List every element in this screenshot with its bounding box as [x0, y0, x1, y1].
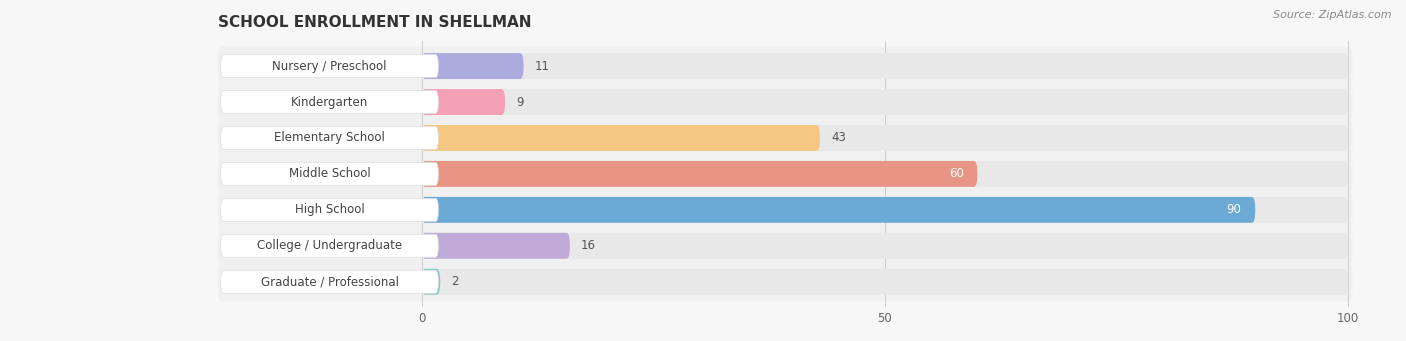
Text: 16: 16	[581, 239, 596, 252]
Text: Source: ZipAtlas.com: Source: ZipAtlas.com	[1274, 10, 1392, 20]
FancyBboxPatch shape	[218, 262, 1353, 301]
FancyBboxPatch shape	[422, 197, 1348, 223]
FancyBboxPatch shape	[218, 47, 1353, 86]
FancyBboxPatch shape	[221, 127, 439, 149]
Text: College / Undergraduate: College / Undergraduate	[257, 239, 402, 252]
FancyBboxPatch shape	[422, 197, 1256, 223]
FancyBboxPatch shape	[218, 226, 1353, 265]
Text: 11: 11	[534, 60, 550, 73]
FancyBboxPatch shape	[422, 269, 440, 295]
FancyBboxPatch shape	[218, 190, 1353, 229]
FancyBboxPatch shape	[422, 233, 1348, 259]
Text: Graduate / Professional: Graduate / Professional	[260, 275, 398, 288]
Text: SCHOOL ENROLLMENT IN SHELLMAN: SCHOOL ENROLLMENT IN SHELLMAN	[218, 15, 531, 30]
FancyBboxPatch shape	[422, 161, 977, 187]
FancyBboxPatch shape	[422, 233, 569, 259]
Text: 60: 60	[949, 167, 963, 180]
FancyBboxPatch shape	[221, 234, 439, 257]
FancyBboxPatch shape	[218, 154, 1353, 193]
FancyBboxPatch shape	[422, 53, 523, 79]
Text: 2: 2	[451, 275, 458, 288]
Text: Middle School: Middle School	[288, 167, 370, 180]
FancyBboxPatch shape	[422, 53, 1348, 79]
Text: 9: 9	[516, 95, 523, 108]
FancyBboxPatch shape	[218, 119, 1353, 158]
FancyBboxPatch shape	[221, 90, 439, 114]
Text: Kindergarten: Kindergarten	[291, 95, 368, 108]
FancyBboxPatch shape	[422, 89, 1348, 115]
FancyBboxPatch shape	[422, 125, 1348, 151]
Text: 90: 90	[1226, 203, 1241, 216]
FancyBboxPatch shape	[422, 269, 1348, 295]
FancyBboxPatch shape	[221, 198, 439, 221]
FancyBboxPatch shape	[422, 161, 1348, 187]
FancyBboxPatch shape	[218, 83, 1353, 121]
FancyBboxPatch shape	[221, 55, 439, 78]
FancyBboxPatch shape	[221, 162, 439, 186]
FancyBboxPatch shape	[422, 89, 505, 115]
FancyBboxPatch shape	[422, 125, 820, 151]
FancyBboxPatch shape	[221, 270, 439, 293]
Text: High School: High School	[295, 203, 364, 216]
Text: Nursery / Preschool: Nursery / Preschool	[273, 60, 387, 73]
Text: Elementary School: Elementary School	[274, 132, 385, 145]
Text: 43: 43	[831, 132, 846, 145]
